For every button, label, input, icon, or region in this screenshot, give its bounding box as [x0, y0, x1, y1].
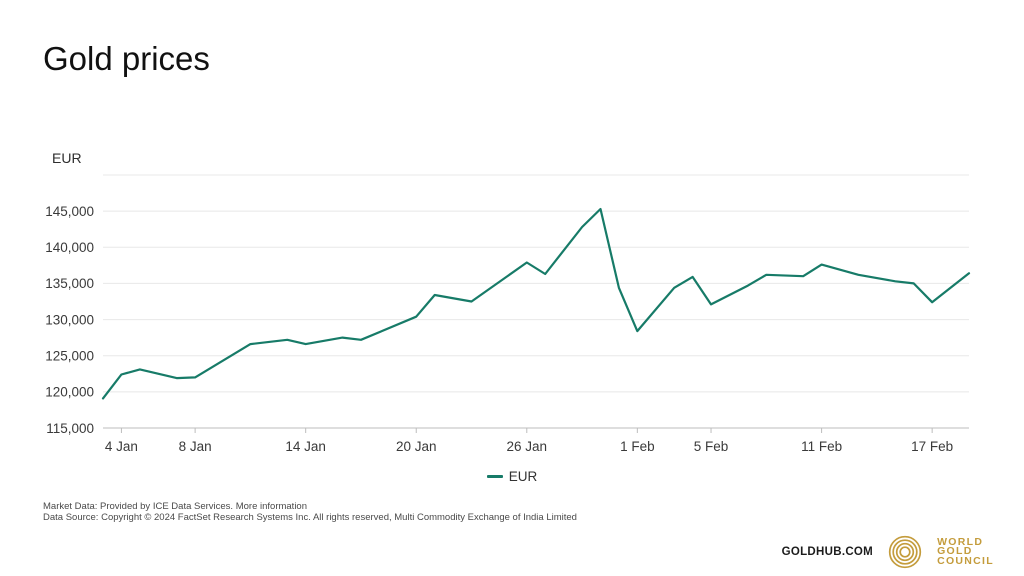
y-axis-label: 115,000: [46, 421, 94, 436]
x-axis-label: 8 Jan: [179, 439, 212, 454]
y-axis-label: 140,000: [45, 240, 94, 255]
price-line-eur[interactable]: [101, 207, 971, 400]
x-axis-label: 14 Jan: [285, 439, 326, 454]
brand-block: GOLDHUB.COM WORLD GOLD COUNCIL: [782, 534, 994, 570]
world-gold-council-logo-text: WORLD GOLD COUNCIL: [937, 535, 994, 567]
goldhub-logo-text: GOLDHUB.COM: [781, 546, 874, 558]
y-axis-label: 125,000: [45, 349, 94, 364]
chart-footer: Market Data: Provided by ICE Data Servic…: [43, 501, 577, 523]
wgc-line-council: COUNCIL: [937, 554, 994, 567]
x-axis-label: 1 Feb: [620, 439, 655, 454]
legend-item-eur[interactable]: EUR: [508, 469, 538, 484]
x-axis-label: 11 Feb: [801, 439, 842, 454]
x-axis-label: 20 Jan: [396, 439, 437, 454]
x-axis-label: 26 Jan: [507, 439, 548, 454]
more-information-link[interactable]: More information: [235, 501, 307, 512]
x-axis-label: 17 Feb: [911, 439, 953, 454]
market-data-text: Market Data: Provided by ICE Data Servic…: [43, 501, 236, 512]
chart-legend: EUR: [0, 469, 1024, 484]
y-axis-label: 130,000: [45, 312, 94, 327]
y-axis-label: 145,000: [45, 204, 94, 219]
y-axis-label: 135,000: [45, 276, 94, 291]
x-axis-label: 4 Jan: [105, 439, 138, 454]
world-gold-council-rings-icon: [888, 535, 922, 569]
data-source-line: Data Source: Copyright © 2024 FactSet Re…: [43, 512, 577, 523]
wgc-line-world: WORLD: [937, 535, 984, 548]
market-data-line: Market Data: Provided by ICE Data Servic…: [43, 501, 577, 512]
page-title: Gold prices: [43, 40, 210, 77]
wgc-line-gold: GOLD: [937, 545, 973, 558]
y-axis-label: 120,000: [45, 385, 94, 400]
x-axis-label: 5 Feb: [694, 439, 729, 454]
legend-line-swatch: [486, 475, 503, 478]
y-axis-title: EUR: [52, 150, 82, 166]
